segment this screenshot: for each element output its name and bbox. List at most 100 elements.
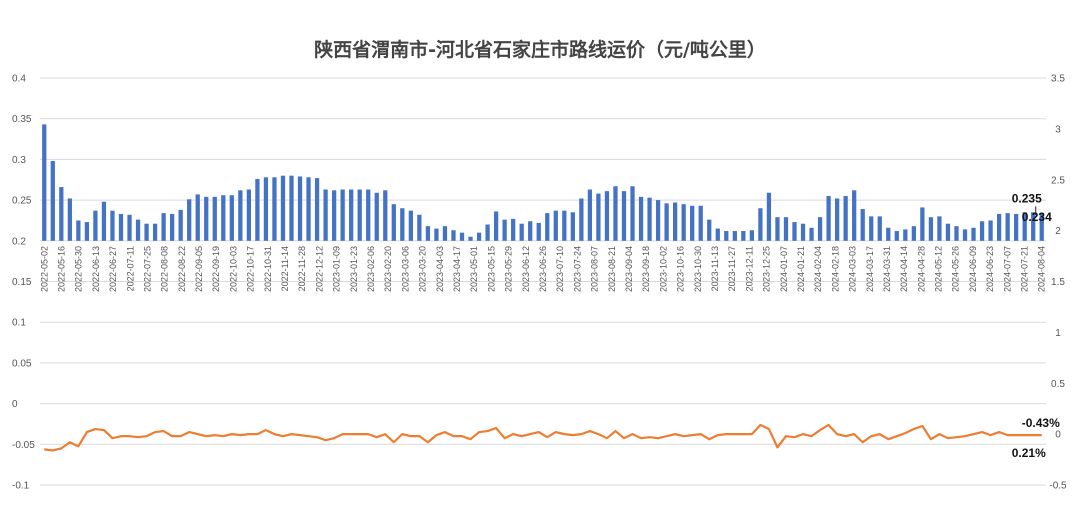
x-tick-label: 2023-07-24 [572,246,582,292]
bar [314,178,320,241]
bar [613,186,618,241]
bar [860,209,865,241]
x-tick-label: 2023-01-09 [332,246,342,292]
x-tick-label: 2023-10-16 [676,246,686,292]
bar [212,196,217,241]
x-tick-label: 2024-03-17 [865,246,875,292]
right-tick-label: 2 [1055,226,1061,237]
bar [971,227,976,241]
x-tick-label: 2024-07-21 [1020,246,1030,292]
x-tick-label: 2023-05-15 [486,246,496,292]
bar [255,178,260,241]
bar [852,190,857,241]
bar [170,213,175,241]
bar [647,197,652,241]
bar [775,217,780,241]
bar [332,190,337,241]
x-tick-label: 2023-06-26 [538,246,548,292]
x-tick-label: 2022-10-17 [246,246,256,292]
x-tick-label: 2024-04-14 [899,246,909,292]
bar [468,236,473,241]
left-axis: -0.1 -0.05 0 0.05 0.1 0.15 0.2 0.25 0.3 0.35 0.4 [12,74,35,492]
bar [84,222,90,241]
bar [749,230,754,241]
bar [434,228,439,241]
bar [673,202,678,241]
x-tick-label: 2023-03-06 [400,246,410,292]
right-tick-label: 3.5 [1051,74,1065,85]
bar [238,190,243,241]
bar [391,204,396,241]
bar [485,224,490,241]
bar [681,204,686,241]
bar [894,231,899,241]
x-tick-label: 2023-04-03 [435,246,445,292]
bar [383,190,388,241]
bar [357,189,362,241]
x-tick-label: 2022-09-05 [194,246,204,292]
bar [928,217,934,241]
bar [758,208,763,241]
x-tick-label: 2023-06-12 [521,246,531,292]
x-tick-label: 2023-08-07 [590,246,600,292]
bar [67,198,72,241]
annotation-line-last: 0.21% [1012,446,1046,460]
bar [195,194,200,241]
bar [1005,213,1010,241]
bar [59,187,64,241]
x-tick-label: 2022-07-25 [142,246,152,292]
x-tick-label: 2024-03-31 [882,246,892,292]
x-tick-label: 2023-09-18 [641,246,651,292]
bar [817,217,823,241]
bar [204,196,209,241]
bar [766,192,772,241]
bar [408,210,413,241]
x-tick-label: 2023-08-21 [607,246,617,292]
x-tick-label: 2022-12-12 [314,246,324,292]
bar [886,227,891,241]
bar [400,208,405,241]
bar [366,189,371,241]
x-tick-label: 2023-05-01 [469,246,479,292]
bar [1039,213,1044,241]
bar [979,221,985,241]
bar [459,232,465,241]
bar [800,223,806,241]
right-tick-label: 3 [1055,124,1061,135]
x-tick-label: 2022-08-22 [177,246,187,292]
right-tick-label: 1 [1055,328,1061,339]
bar [715,228,720,241]
left-tick-label: 0 [12,399,18,410]
bar [664,203,669,241]
x-tick-label: 2022-11-14 [280,246,290,291]
bar [996,213,1002,241]
annotations: 0.235 0.234 -0.43% 0.21% [1012,191,1060,460]
x-tick-label: 2022-05-16 [56,246,66,292]
bar [920,207,925,241]
bar [835,198,840,241]
bar [442,226,448,241]
chart-title: 陕西省渭南市-河北省石家庄市路线运价（元/吨公里） [314,38,766,61]
bar [101,201,107,241]
bar [297,176,303,241]
bar [630,186,635,241]
bar [511,218,516,241]
bar [42,124,47,241]
bar [1031,212,1036,241]
bar [826,196,831,241]
bar [110,210,115,241]
left-tick-label: 0.25 [12,196,32,207]
bar [144,223,149,241]
x-tick-label: 2023-03-20 [418,246,428,292]
bar [553,210,558,241]
bar [152,223,158,241]
left-tick-label: 0.35 [12,114,32,125]
bar [519,223,524,241]
bar [1014,213,1019,241]
bar [869,216,874,241]
left-tick-label: 0.2 [12,236,26,247]
bar-series [42,124,1044,241]
x-tick-label: 2024-01-21 [796,246,806,292]
line-series-path [44,423,1042,452]
bar [877,216,882,241]
